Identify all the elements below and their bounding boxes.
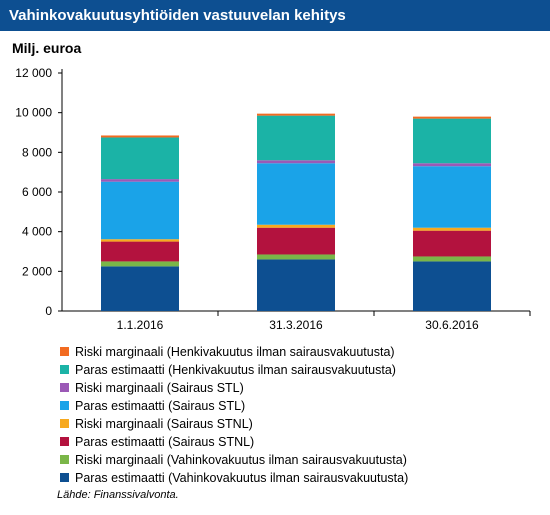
bar-segment — [257, 113, 335, 116]
legend-swatch — [60, 473, 69, 482]
legend-swatch — [60, 437, 69, 446]
bar-segment — [413, 261, 491, 311]
legend-swatch — [60, 383, 69, 392]
bar-segment — [257, 224, 335, 228]
legend-label: Riski marginaali (Sairaus STNL) — [75, 417, 253, 431]
legend-swatch — [60, 365, 69, 374]
source-note: Lähde: Finanssivalvonta. — [57, 489, 179, 501]
chart-title: Vahinkovakuutusyhtiöiden vastuuvelan keh… — [9, 7, 346, 24]
bar-segment — [413, 227, 491, 231]
bar-segment — [101, 266, 179, 311]
legend-swatch — [60, 419, 69, 428]
chart-plot: 0 2 000 4 000 6 000 8 000 10 000 12 000 1.1.201… — [15, 66, 531, 332]
legend-swatch — [60, 401, 69, 410]
x-tick-label: 1.1.2016 — [117, 318, 164, 332]
y-tick-label: 6 000 — [22, 185, 52, 199]
bar-segment — [413, 163, 491, 167]
x-tick-label: 30.6.2016 — [425, 318, 479, 332]
y-tick-label: 4 000 — [22, 225, 52, 239]
y-tick-label: 2 000 — [22, 264, 52, 278]
legend-swatch — [60, 455, 69, 464]
bar-segment — [257, 160, 335, 164]
legend-label: Paras estimaatti (Sairaus STNL) — [75, 435, 255, 449]
legend-label: Paras estimaatti (Henkivakuutus ilman sa… — [75, 363, 396, 377]
bar-segment — [413, 116, 491, 119]
legend-label: Riski marginaali (Henkivakuutus ilman sa… — [75, 345, 395, 359]
bar-segment — [413, 256, 491, 262]
bar-segment — [257, 115, 335, 161]
y-tick-label: 8 000 — [22, 145, 52, 159]
bar-segment — [257, 227, 335, 255]
y-tick-label: 10 000 — [15, 106, 52, 120]
bar-segment — [257, 259, 335, 311]
legend-label: Riski marginaali (Sairaus STL) — [75, 381, 244, 395]
y-tick-label: 0 — [45, 304, 52, 318]
bar-segment — [413, 230, 491, 257]
bar-segment — [101, 241, 179, 262]
title-bar: Vahinkovakuutusyhtiöiden vastuuvelan keh… — [0, 0, 550, 31]
bar-segment — [101, 137, 179, 180]
bar-segment — [101, 179, 179, 182]
bar-segment — [413, 118, 491, 164]
bar-segment — [413, 166, 491, 228]
bar-segment — [257, 254, 335, 260]
bar-segment — [101, 181, 179, 240]
y-axis-unit-label: Milj. euroa — [12, 40, 82, 56]
legend-swatch — [60, 347, 69, 356]
bar-segment — [101, 261, 179, 267]
legend-label: Riski marginaali (Vahinkovakuutus ilman … — [75, 453, 407, 467]
bar-segment — [257, 163, 335, 225]
bar-segment — [101, 135, 179, 138]
legend-label: Paras estimaatti (Sairaus STL) — [75, 399, 246, 413]
y-tick-label: 12 000 — [15, 66, 52, 80]
x-tick-label: 31.3.2016 — [269, 318, 323, 332]
legend-label: Paras estimaatti (Vahinkovakuutus ilman … — [75, 471, 409, 485]
bar-segment — [101, 239, 179, 242]
